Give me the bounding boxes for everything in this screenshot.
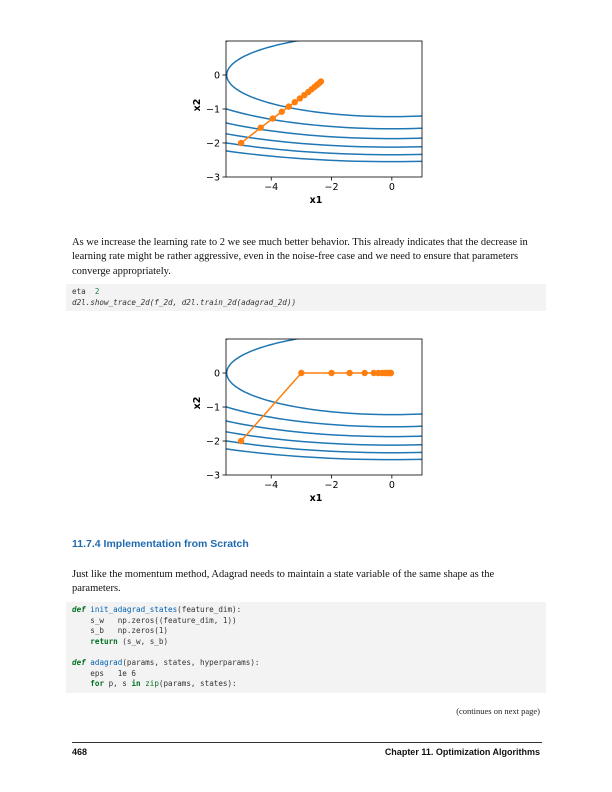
code-token: eta [72, 287, 91, 296]
contour-lines [226, 41, 422, 163]
page-number: 468 [72, 747, 88, 757]
code-token: d2l [72, 297, 86, 307]
contour-line [226, 420, 422, 438]
code-keyword: return [90, 636, 118, 646]
code-block-trace: eta 2 d2l.show_trace_2d(f_2d, d2l.train_… [66, 284, 546, 312]
trace-point [328, 369, 335, 377]
code-token: (params, states, hyperparams): [122, 657, 260, 667]
chapter-title: Chapter 11. Optimization Algorithms [384, 747, 540, 757]
code-token: (s_w, s_b) [117, 636, 169, 646]
contour-line [226, 41, 422, 118]
contour-line [226, 122, 422, 140]
contour-line [226, 430, 422, 446]
trace-point [361, 369, 368, 377]
plot-frame [225, 338, 423, 476]
code-block-adagrad: def init_adagrad_states(feature_dim): s_… [66, 602, 546, 693]
section-heading: 11.7.4 Implementation from Scratch [72, 538, 249, 550]
contour-lines [226, 339, 422, 461]
contour-line [226, 150, 422, 163]
y-tick-label: −2 [206, 437, 220, 448]
trace-point [317, 78, 325, 85]
paragraph-learning-rate: As we increase the learning rate to 2 we… [72, 237, 528, 277]
trace-point [387, 369, 395, 377]
trace-point [237, 139, 245, 147]
contour-line [226, 339, 422, 428]
trace-point [257, 124, 264, 131]
trace-point [296, 95, 304, 102]
footer-rule [72, 742, 542, 743]
y-tick-label: −3 [206, 471, 220, 482]
x-tick-label: 0 [389, 480, 395, 491]
code-token: p, s [104, 679, 132, 689]
contour-plot-1: −4 −2 0 0 −1 −2 −3 x1 x2 [192, 40, 423, 206]
trace-line [240, 372, 391, 442]
paragraph-adagrad-state: Just like the momentum method, Adagrad n… [72, 569, 495, 595]
code-line: eps 1e 6 [72, 668, 137, 678]
code-token: (feature_dim): [177, 605, 242, 614]
y-tick-label: 0 [214, 369, 220, 380]
y-tick-label: 0 [214, 71, 220, 82]
trace-point [291, 99, 298, 106]
contour-line [226, 41, 422, 130]
trace-point [370, 369, 377, 377]
contour-plot-2: −4 −2 0 0 −1 −2 −3 x1 x2 [192, 338, 423, 504]
x-tick-label: 0 [389, 182, 395, 193]
x-axis-label: x1 [310, 493, 323, 504]
figure-trace-eta-0.4: −4 −2 0 0 −1 −2 −3 x1 x2 [186, 36, 426, 206]
code-line: s_w np.zeros((feature_dim, 1)) [72, 615, 237, 625]
code-line: s_b np.zeros(1) [72, 626, 169, 636]
code-token: (params, states): [158, 679, 237, 689]
y-tick-label: −1 [206, 403, 220, 414]
trace-point [346, 369, 353, 377]
code-keyword: in [131, 679, 141, 689]
contour-line [226, 339, 422, 416]
code-keyword: def [72, 605, 86, 614]
x-axis-label: x1 [310, 195, 323, 206]
contour-line [226, 448, 422, 461]
figure-trace-eta-2: −4 −2 0 0 −1 −2 −3 x1 x2 [186, 334, 426, 504]
code-token: .show_trace_2d(f_2d, d2l.train_2d(adagra… [85, 297, 297, 307]
x-tick-label: −4 [264, 480, 278, 491]
y-tick-label: −3 [206, 173, 220, 184]
trace-point [285, 103, 292, 110]
y-axis-label: x2 [192, 397, 203, 410]
x-tick-label: −4 [264, 182, 278, 193]
continues-note: (continues on next page) [456, 706, 540, 716]
x-tick-label: −2 [325, 182, 339, 193]
trace-point [237, 437, 245, 445]
trace-point [269, 115, 276, 122]
plot-frame [225, 40, 423, 178]
y-tick-label: −1 [206, 105, 220, 116]
code-function-name: init_adagrad_states [90, 605, 178, 614]
y-tick-label: −2 [206, 139, 220, 150]
code-keyword: def [72, 657, 86, 667]
contour-line [226, 440, 422, 454]
y-axis-label: x2 [192, 99, 203, 112]
code-function-name: adagrad [90, 657, 123, 667]
trace-point [298, 369, 305, 377]
code-token: 2 [90, 287, 100, 296]
trace-point [278, 108, 285, 115]
x-tick-label: −2 [325, 480, 339, 491]
code-builtin: zip [145, 679, 159, 689]
code-keyword: for [90, 679, 105, 689]
